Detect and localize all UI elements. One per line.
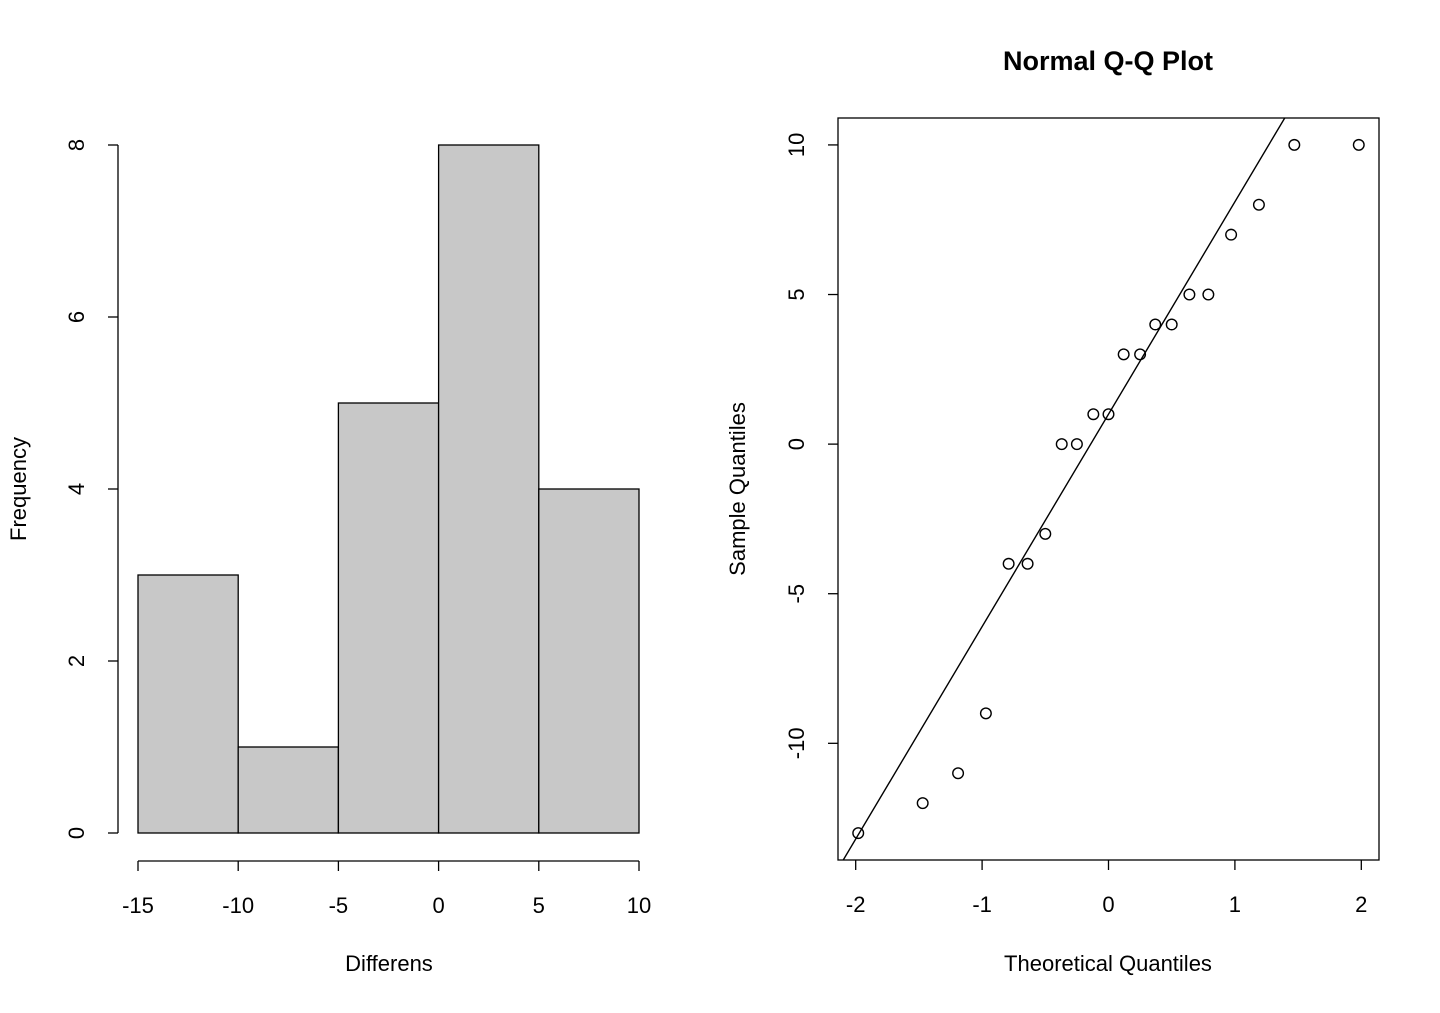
histogram-y-tick-label: 6 [64,311,89,323]
qq-point [1039,527,1052,540]
histogram-x-axis-label: Differens [345,951,433,976]
histogram-panel: -15 -10 -5 0 5 10 0 2 4 6 8 Differens Frequency [6,139,651,976]
histogram-x-axis: -15 -10 -5 0 5 10 [122,860,651,918]
qq-point [1070,438,1083,451]
histogram-y-axis-label: Frequency [6,437,31,541]
qq-point [1252,198,1265,211]
qq-y-tick-label: -10 [784,727,809,759]
qq-y-tick-label: 0 [784,438,809,450]
qq-reference-line [842,118,1286,860]
histogram-x-tick-label: -5 [329,893,349,918]
qq-y-tick-label: -5 [784,584,809,604]
qq-points [852,138,1365,840]
qq-plot-title: Normal Q-Q Plot [1003,46,1213,76]
qq-y-tick-label: 5 [784,288,809,300]
qq-x-tick-label: 0 [1102,892,1114,917]
qq-point [1183,288,1196,301]
qq-point [979,707,992,720]
qq-point [852,827,865,840]
histogram-y-tick-label: 4 [64,483,89,495]
qq-y-axis-label: Sample Quantiles [725,402,750,576]
qq-point [1117,348,1130,361]
qq-x-tick-label: -2 [846,892,866,917]
qq-point [1225,228,1238,241]
qq-line-path [842,118,1286,860]
qq-point [1021,557,1034,570]
qq-x-tick-label: 1 [1229,892,1241,917]
qq-point [952,767,965,780]
histogram-x-tick-label: -15 [122,893,154,918]
qq-y-tick-label: 10 [784,133,809,157]
histogram-bars [137,144,640,834]
qq-point [1165,318,1178,331]
histogram-y-tick-label: 2 [64,655,89,667]
qq-point [1087,408,1100,421]
qq-point [1149,318,1162,331]
qq-point [1002,557,1015,570]
qq-point [1352,138,1365,151]
qq-point [1134,348,1147,361]
histogram-bar [137,574,239,834]
qq-x-tick-label: 2 [1355,892,1367,917]
histogram-x-tick-label: 5 [533,893,545,918]
histogram-x-tick-label: 10 [627,893,651,918]
qq-point [1202,288,1215,301]
qq-point [916,797,929,810]
histogram-bar [538,488,640,834]
qq-x-tick-label: -1 [972,892,992,917]
histogram-y-axis: 0 2 4 6 8 [64,139,119,839]
histogram-bar [237,746,340,834]
qq-y-axis: -10 -5 0 5 10 [784,133,838,759]
qq-x-axis: -2 -1 0 1 2 [846,860,1367,917]
qq-x-axis-label: Theoretical Quantiles [1004,951,1212,976]
histogram-y-tick-label: 0 [64,827,89,839]
histogram-bar [337,402,440,834]
histogram-bar [437,144,540,834]
histogram-x-tick-label: 0 [432,893,444,918]
histogram-x-tick-label: -10 [222,893,254,918]
qq-point [1055,438,1068,451]
qq-point [1102,408,1115,421]
qq-point [1288,138,1301,151]
histogram-y-tick-label: 8 [64,139,89,151]
